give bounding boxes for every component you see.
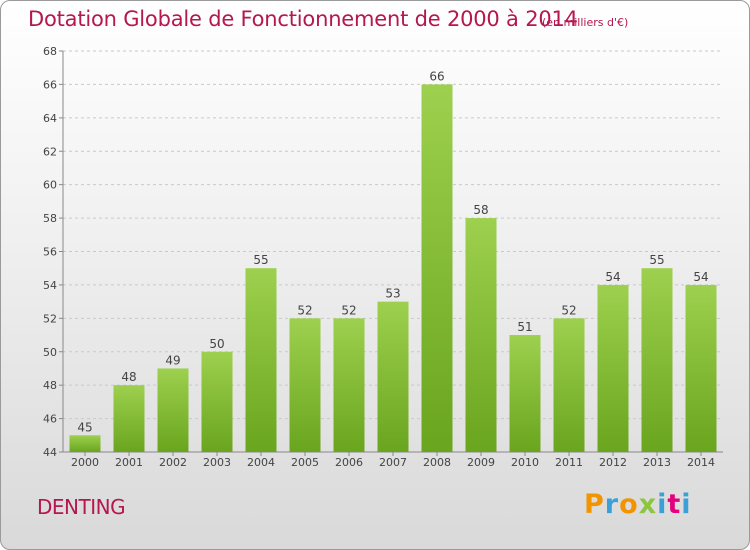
proxiti-logo: Proxiti <box>584 489 692 520</box>
logo-letter: x <box>638 489 658 520</box>
y-tick-label: 48 <box>43 379 57 392</box>
bar-value-label: 49 <box>165 353 180 367</box>
x-tick-label: 2010 <box>511 456 539 469</box>
logo-letter: i <box>681 489 692 520</box>
bar-value-label: 45 <box>77 420 92 434</box>
bar-value-label: 66 <box>429 69 444 83</box>
chart-subtitle: (en milliers d'€) <box>542 16 629 29</box>
commune-name: DENTING <box>37 495 126 519</box>
bar <box>685 284 717 452</box>
bar <box>157 368 189 452</box>
bar <box>113 385 145 452</box>
x-tick-label: 2014 <box>687 456 715 469</box>
y-tick-label: 60 <box>43 179 57 192</box>
bar <box>641 268 673 452</box>
chart-title: Dotation Globale de Fonctionnement de 20… <box>28 7 578 31</box>
bar-value-label: 58 <box>473 203 488 217</box>
bar-value-label: 53 <box>385 287 400 301</box>
y-tick-label: 58 <box>43 212 57 225</box>
bar-value-label: 52 <box>561 303 576 317</box>
labels: 44 46 48 50 52 54 56 58 60 62 64 66 68 45 2000 48 2001 49… <box>43 45 715 469</box>
x-tick-label: 2004 <box>247 456 275 469</box>
bar-value-label: 48 <box>121 370 136 384</box>
bar-value-label: 50 <box>209 337 224 351</box>
bar <box>377 301 409 452</box>
bar-value-label: 52 <box>341 303 356 317</box>
y-tick-label: 64 <box>43 112 57 125</box>
bar-value-label: 54 <box>605 270 620 284</box>
bar <box>597 284 629 452</box>
logo-letter: o <box>619 489 639 520</box>
x-tick-label: 2000 <box>71 456 99 469</box>
bar-value-label: 55 <box>253 253 268 267</box>
bar <box>201 351 233 452</box>
bar <box>509 335 541 452</box>
y-tick-label: 62 <box>43 145 57 158</box>
y-tick-label: 56 <box>43 246 57 259</box>
bar <box>289 318 321 452</box>
bar <box>333 318 365 452</box>
y-tick-label: 44 <box>43 446 57 459</box>
bar-value-label: 54 <box>693 270 708 284</box>
y-tick-label: 54 <box>43 279 57 292</box>
bar <box>465 218 497 452</box>
bar <box>245 268 277 452</box>
x-tick-label: 2006 <box>335 456 363 469</box>
x-tick-label: 2011 <box>555 456 583 469</box>
logo-letter: P <box>584 489 605 520</box>
x-tick-label: 2001 <box>115 456 143 469</box>
x-tick-label: 2005 <box>291 456 319 469</box>
logo-letter: t <box>667 489 682 520</box>
y-tick-label: 66 <box>43 78 57 91</box>
bar <box>69 435 101 452</box>
bar <box>553 318 585 452</box>
x-tick-label: 2002 <box>159 456 187 469</box>
x-tick-label: 2007 <box>379 456 407 469</box>
x-tick-label: 2013 <box>643 456 671 469</box>
logo-letter: i <box>657 489 668 520</box>
bar <box>421 84 453 453</box>
y-tick-label: 46 <box>43 413 57 426</box>
x-tick-label: 2012 <box>599 456 627 469</box>
bars <box>69 84 717 453</box>
bar-value-label: 51 <box>517 320 532 334</box>
bar-value-label: 55 <box>649 253 664 267</box>
x-tick-label: 2003 <box>203 456 231 469</box>
y-tick-label: 68 <box>43 45 57 58</box>
bar-value-label: 52 <box>297 303 312 317</box>
x-tick-label: 2009 <box>467 456 495 469</box>
logo-letter: r <box>604 489 620 520</box>
y-tick-label: 50 <box>43 346 57 359</box>
y-tick-label: 52 <box>43 312 57 325</box>
x-tick-label: 2008 <box>423 456 451 469</box>
